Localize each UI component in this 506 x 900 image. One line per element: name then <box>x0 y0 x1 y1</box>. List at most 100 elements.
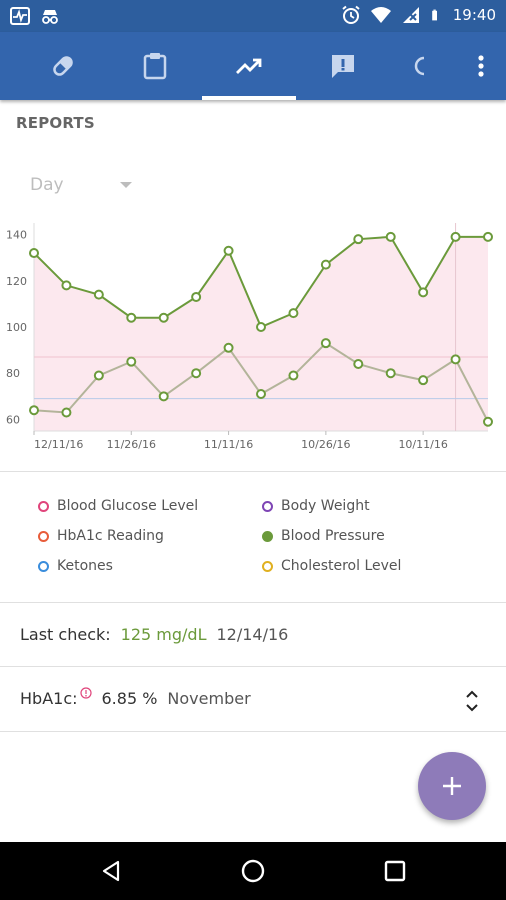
data-point <box>353 234 364 245</box>
data-point <box>353 358 364 369</box>
pill-icon <box>53 56 73 76</box>
legend-marker-icon <box>262 530 273 542</box>
tab-bar <box>0 32 506 100</box>
data-point <box>191 368 202 379</box>
divider <box>0 731 506 732</box>
active-tab-indicator <box>202 96 296 100</box>
y-tick-label: 60 <box>6 413 20 426</box>
data-point <box>93 370 104 381</box>
data-point <box>320 338 331 349</box>
legend-marker-icon <box>38 560 49 572</box>
x-tick-label: 10/26/16 <box>301 438 350 451</box>
data-point <box>320 259 331 270</box>
x-tick-label: 11/11/16 <box>204 438 253 451</box>
legend-label: Blood Glucose Level <box>57 498 199 514</box>
tab-logbook[interactable] <box>108 32 202 100</box>
data-point <box>483 231 493 242</box>
x-tick-label: 10/11/16 <box>398 438 447 451</box>
tab-reports[interactable] <box>202 32 296 100</box>
hba1c-row: HbA1c: 6.85 % November <box>20 686 251 708</box>
alert-icon <box>332 55 354 78</box>
data-point <box>126 356 137 367</box>
y-tick-label: 140 <box>6 229 27 242</box>
data-point <box>385 231 396 242</box>
data-point <box>418 287 429 298</box>
data-point <box>61 407 72 418</box>
divider <box>0 602 506 603</box>
legend-item: Ketones <box>38 558 113 574</box>
month-stepper-icon[interactable] <box>462 688 482 714</box>
tab-alerts[interactable] <box>296 32 390 100</box>
legend-label: Blood Pressure <box>281 528 385 544</box>
data-point <box>483 416 493 427</box>
hba1c-label: HbA1c: <box>20 689 78 708</box>
status-bar: 19:40 <box>0 0 506 32</box>
add-entry-button[interactable] <box>418 752 486 820</box>
activity-icon <box>10 7 30 25</box>
data-point <box>450 354 461 365</box>
y-tick-label: 80 <box>6 367 20 380</box>
tab-partial[interactable] <box>400 32 440 100</box>
hba1c-month: November <box>167 689 251 708</box>
legend-item: Body Weight <box>262 498 370 514</box>
recents-icon <box>384 860 406 882</box>
more-vertical-icon[interactable] <box>476 50 486 82</box>
info-alert-icon[interactable] <box>79 686 92 699</box>
trending-icon <box>236 58 262 74</box>
hba1c-value: 6.85 % <box>101 689 158 708</box>
data-point <box>158 312 169 323</box>
legend-item: Cholesterol Level <box>262 558 401 574</box>
home-icon <box>241 859 265 883</box>
report-chart: 60 80 100 120 140 12/11/16 11/26/16 11/11/16 10/… <box>6 223 493 451</box>
home-button[interactable] <box>238 856 268 886</box>
legend-label: HbA1c Reading <box>57 528 164 544</box>
half-visible-icon <box>414 56 425 76</box>
battery-icon <box>431 9 437 21</box>
data-point <box>29 405 39 416</box>
legend-item: HbA1c Reading <box>38 528 164 544</box>
legend-label: Ketones <box>57 558 113 574</box>
alarm-icon <box>342 5 360 24</box>
section-title: REPORTS <box>16 114 95 132</box>
data-point <box>29 248 39 259</box>
legend-label: Body Weight <box>281 498 370 514</box>
legend-marker-icon <box>262 560 273 572</box>
last-check-date: 12/14/16 <box>216 625 289 644</box>
legend-item: Blood Glucose Level <box>38 498 198 514</box>
data-point <box>93 289 104 300</box>
data-point <box>223 342 234 353</box>
data-point <box>158 391 169 402</box>
data-point <box>288 308 299 319</box>
data-point <box>288 370 299 381</box>
clipboard-icon <box>143 53 167 80</box>
legend-label: Cholesterol Level <box>281 558 402 574</box>
back-button[interactable] <box>96 856 126 886</box>
divider <box>0 666 506 667</box>
x-tick-label: 11/26/16 <box>107 438 156 451</box>
recents-button[interactable] <box>380 856 410 886</box>
status-time: 19:40 <box>452 6 496 24</box>
divider <box>0 471 506 472</box>
y-tick-label: 120 <box>6 275 27 288</box>
navigation-bar <box>0 842 506 900</box>
data-point <box>191 291 202 302</box>
legend-marker-icon <box>38 500 49 512</box>
data-point <box>450 231 461 242</box>
dropdown-caret-icon[interactable] <box>120 182 132 188</box>
data-point <box>126 312 137 323</box>
data-point <box>418 375 429 386</box>
back-icon <box>102 860 120 882</box>
incognito-icon <box>42 10 58 24</box>
chart-area-fill <box>34 236 488 431</box>
data-point <box>385 368 396 379</box>
wifi-icon <box>370 7 391 23</box>
data-point <box>223 245 234 256</box>
period-dropdown[interactable]: Day <box>30 175 64 195</box>
last-check-value: 125 mg/dL <box>120 625 207 644</box>
data-point <box>256 389 266 400</box>
last-check-label: Last check: <box>20 625 111 644</box>
legend-item: Blood Pressure <box>262 528 385 544</box>
data-point <box>256 322 266 332</box>
data-point <box>61 280 72 291</box>
tab-medications[interactable] <box>16 32 110 100</box>
